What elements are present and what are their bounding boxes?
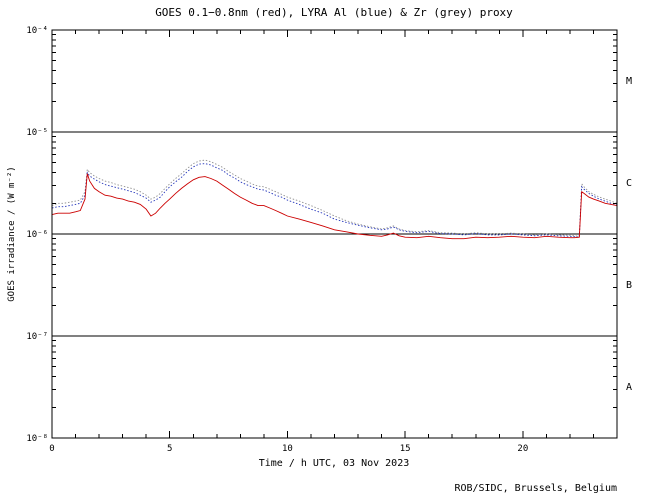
series-line-lyra-al <box>51 163 618 238</box>
flare-class-label-a: A <box>626 382 632 393</box>
x-tick-label: 20 <box>517 444 528 454</box>
x-tick-label: 0 <box>49 444 54 454</box>
y-tick-label: 10⁻⁵ <box>26 128 48 138</box>
y-tick-label: 10⁻⁶ <box>26 230 48 240</box>
series-line-lyra-zr-proxy <box>51 159 618 237</box>
flare-class-label-m: M <box>626 76 632 87</box>
decade-gridlines <box>52 131 617 337</box>
chart-title: GOES 0.1−0.8nm (red), LYRA Al (blue) & Z… <box>155 6 513 19</box>
x-tick-label: 10 <box>282 444 293 454</box>
x-tick-label: 15 <box>400 444 411 454</box>
tick-labels: 0 5 10 15 20 10⁻⁴ 10⁻⁵ 10⁻⁶ 10⁻⁷ 10⁻⁸ M C B A <box>26 26 632 454</box>
y-tick-label: 10⁻⁸ <box>26 434 48 444</box>
series-line-goes-0-1-0-8nm <box>51 173 618 240</box>
y-tick-label: 10⁻⁴ <box>26 26 48 36</box>
series-lines <box>51 159 618 240</box>
x-axis-label: Time / h UTC, 03 Nov 2023 <box>259 458 410 469</box>
x-tick-label: 5 <box>167 444 172 454</box>
flare-class-label-c: C <box>626 178 632 189</box>
credit-text: ROB/SIDC, Brussels, Belgium <box>454 483 617 494</box>
flare-class-label-b: B <box>626 280 632 291</box>
y-axis-label: GOES irradiance / (W m⁻²) <box>7 166 17 301</box>
axes-and-ticks <box>51 29 618 439</box>
y-tick-label: 10⁻⁷ <box>26 332 48 342</box>
